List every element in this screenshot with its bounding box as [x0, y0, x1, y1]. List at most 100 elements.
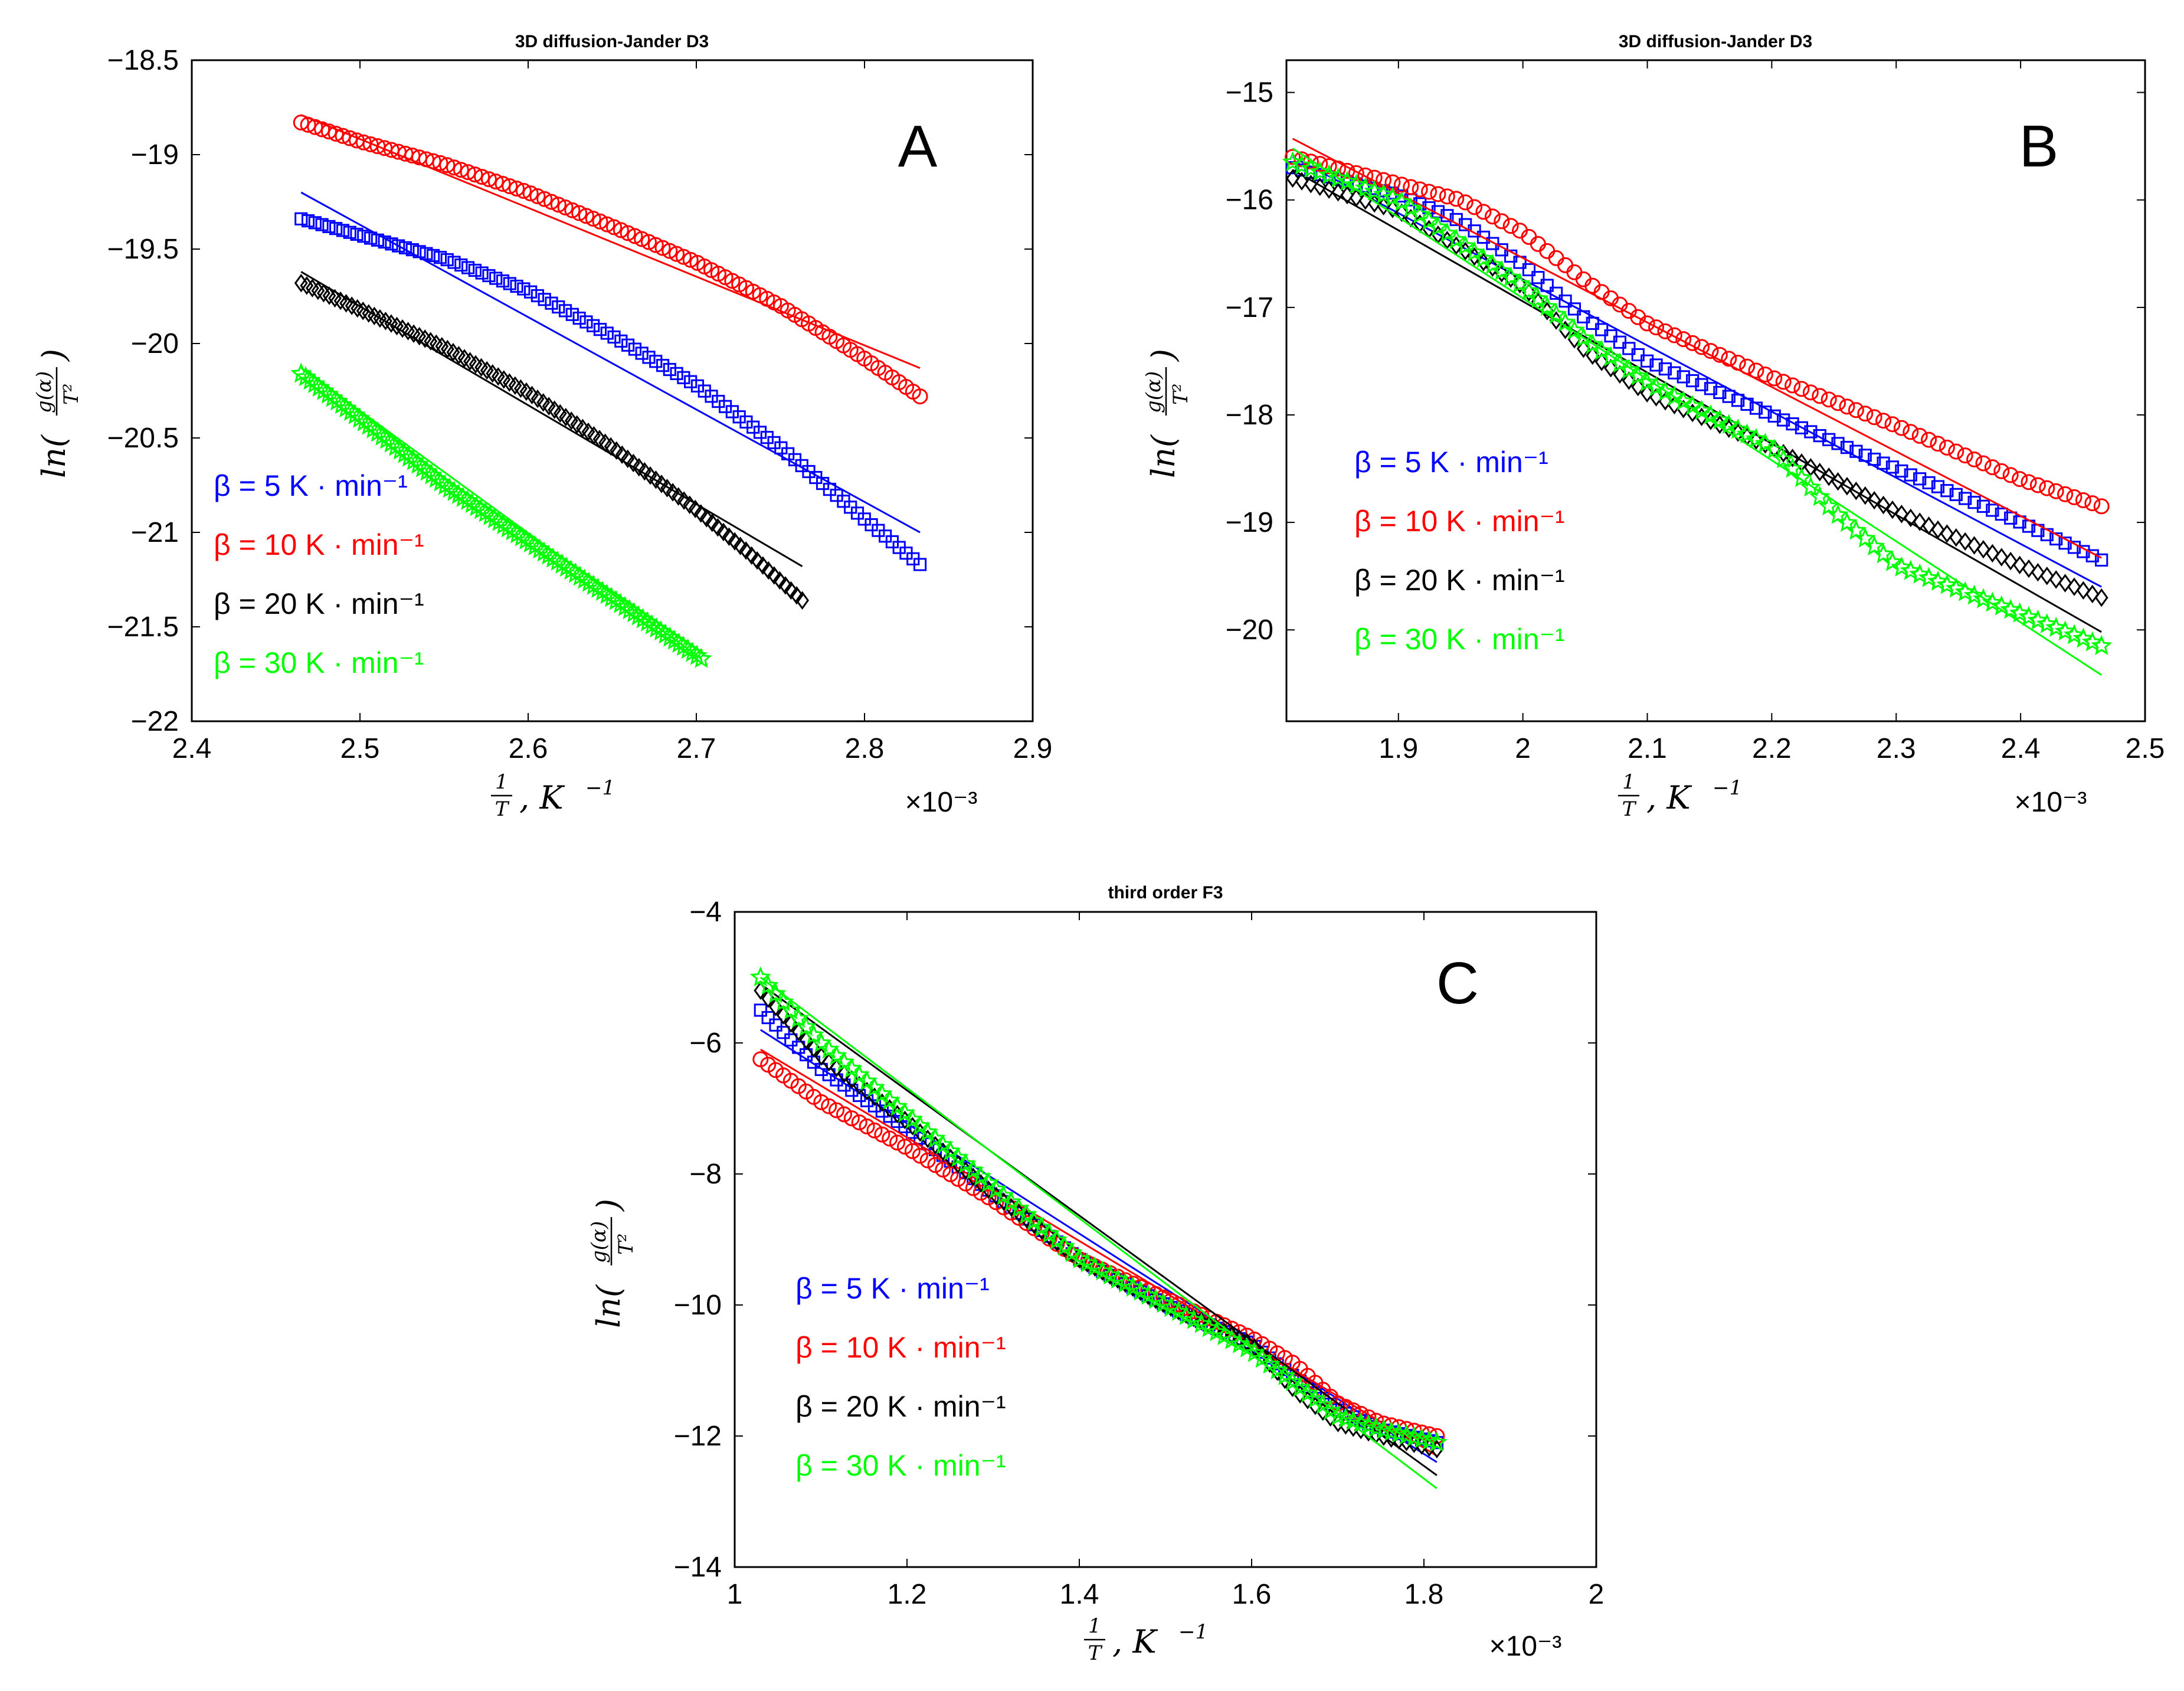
- data-point: [1313, 177, 1327, 197]
- data-point: [1536, 295, 1558, 316]
- data-point: [433, 251, 447, 264]
- data-point: [1857, 405, 1874, 422]
- x-label-unit: , K: [519, 779, 565, 816]
- chart-panel-a: 3D diffusion-Jander D3 2.4 2.5 2.6 2.7 2.8 2.9…: [32, 32, 1052, 821]
- data-point: [1163, 1293, 1179, 1309]
- data-point: [2084, 495, 2101, 512]
- data-point: [859, 1118, 875, 1134]
- y-axis-label: ln(g(α) T²): [587, 1199, 638, 1328]
- x-multiplier: ×10⁻³: [2015, 787, 2087, 818]
- data-point: [777, 1026, 790, 1039]
- data-point: [1649, 358, 1663, 372]
- fit-line: [759, 983, 1438, 1476]
- data-point: [328, 126, 344, 142]
- data-point: [1694, 339, 1710, 355]
- data-point: [1577, 310, 1590, 323]
- data-point: [1639, 315, 1655, 332]
- data-point: [1975, 455, 1992, 472]
- data-point: [1864, 535, 1885, 556]
- data-point: [593, 323, 607, 336]
- data-point: [1849, 444, 1863, 458]
- data-point: [1877, 456, 1890, 470]
- data-point: [1531, 271, 1545, 284]
- data-point: [1457, 194, 1474, 211]
- x-tick-label: 1: [727, 1579, 743, 1610]
- data-point: [1909, 563, 1931, 584]
- data-point: [585, 211, 601, 227]
- data-point: [2018, 606, 2040, 626]
- data-point: [1993, 463, 2010, 479]
- data-point: [654, 240, 671, 256]
- fit-line: [760, 1048, 1438, 1457]
- data-point: [634, 231, 650, 247]
- data-point: [642, 351, 656, 364]
- data-point: [522, 185, 539, 202]
- data-point: [1730, 355, 1746, 371]
- data-point: [2048, 483, 2064, 499]
- data-point: [1700, 404, 1721, 425]
- data-point: [550, 197, 567, 213]
- data-point: [496, 274, 510, 288]
- data-point: [614, 334, 628, 348]
- data-point: [677, 491, 691, 510]
- data-point: [1327, 167, 1349, 188]
- data-point: [728, 532, 742, 551]
- data-point: [1430, 186, 1446, 202]
- data-point: [1949, 488, 1963, 501]
- data-point: [1649, 388, 1664, 407]
- x-tick-label: 2.5: [340, 733, 380, 764]
- y-label-denominator: T²: [60, 384, 83, 405]
- legend-entry: β = 30 K · min⁻¹: [795, 1449, 1006, 1482]
- data-point: [965, 1180, 981, 1196]
- data-point: [1586, 346, 1600, 365]
- data-point: [1845, 519, 1867, 540]
- data-point: [1318, 163, 1340, 185]
- data-point: [1793, 381, 1810, 397]
- series-star: [1282, 148, 2113, 676]
- data-point: [2057, 486, 2074, 502]
- data-point: [1731, 394, 1745, 407]
- data-point: [2058, 537, 2072, 550]
- data-point: [2049, 570, 2063, 589]
- fit-line: [1292, 156, 2102, 588]
- data-point: [2066, 489, 2083, 505]
- series-diamond: [1286, 169, 2108, 633]
- y-tick-label: −18.5: [107, 45, 179, 76]
- data-point: [2076, 581, 2090, 600]
- data-point: [649, 355, 663, 368]
- data-point: [734, 537, 748, 555]
- data-point: [1784, 377, 1801, 394]
- data-point: [1754, 432, 1776, 453]
- legend-entry: β = 10 K · min⁻¹: [214, 528, 424, 561]
- data-point: [1782, 457, 1803, 478]
- data-point: [398, 241, 412, 254]
- data-point: [2081, 631, 2103, 652]
- data-point: [1364, 180, 1386, 201]
- data-point: [821, 1098, 837, 1114]
- data-point: [660, 479, 674, 498]
- x-tick-label: 2.2: [1752, 733, 1792, 764]
- y-label-close: ): [590, 1199, 627, 1212]
- data-point: [1759, 405, 1772, 419]
- data-point: [1918, 567, 1940, 587]
- data-point: [1831, 472, 1845, 491]
- data-point: [927, 1157, 944, 1173]
- data-point: [1900, 560, 1921, 580]
- y-tick-label: −19: [131, 139, 179, 171]
- data-point: [1740, 397, 1754, 411]
- data-point: [606, 219, 623, 236]
- data-point: [1940, 524, 1954, 543]
- y-tick-label: −18: [1226, 400, 1273, 431]
- data-point: [293, 115, 309, 131]
- legend-entry: β = 5 K · min⁻¹: [795, 1272, 990, 1305]
- data-point: [1645, 376, 1667, 397]
- data-point: [756, 556, 770, 575]
- data-point: [632, 457, 646, 477]
- data-point: [1885, 460, 1900, 474]
- x-label-unit: , K: [1646, 779, 1692, 816]
- data-point: [1664, 385, 1685, 406]
- data-point: [1546, 303, 1567, 324]
- data-point: [1748, 362, 1764, 379]
- data-point: [889, 1134, 906, 1151]
- data-point: [1775, 374, 1792, 390]
